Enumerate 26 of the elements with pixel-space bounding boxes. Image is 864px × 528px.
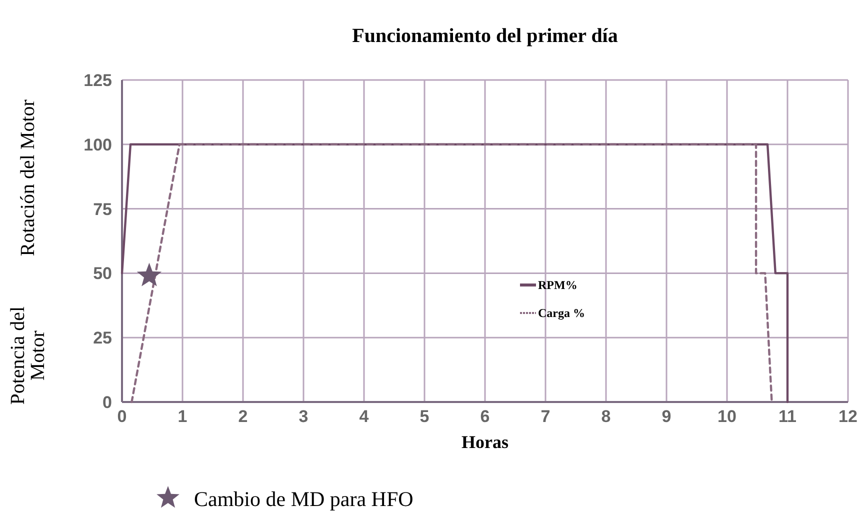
y-tick-label: 50 xyxy=(93,264,112,284)
y-tick-label: 25 xyxy=(93,328,112,348)
legend-label: RPM% xyxy=(538,278,578,292)
x-tick-label: 9 xyxy=(662,407,672,426)
x-tick-label: 3 xyxy=(298,407,308,426)
x-tick-label: 5 xyxy=(420,407,430,426)
x-tick-label: 2 xyxy=(238,407,248,426)
legend-label: Carga % xyxy=(538,306,585,320)
x-axis-title: Horas xyxy=(462,432,508,452)
x-tick-label: 1 xyxy=(178,407,188,426)
x-tick-label: 4 xyxy=(359,407,370,426)
chart-title: Funcionamiento del primer día xyxy=(352,25,618,47)
y-axis-title: Rotación del Motor xyxy=(17,99,39,256)
x-tick-label: 11 xyxy=(778,407,796,426)
y-tick-label: 0 xyxy=(102,393,112,412)
y-tick-label: 125 xyxy=(84,71,112,90)
x-tick-label: 12 xyxy=(838,407,858,426)
x-tick-label: 8 xyxy=(601,407,611,426)
legend-label: Cambio de MD para HFO xyxy=(194,487,414,511)
x-tick-label: 0 xyxy=(117,407,127,426)
y-tick-label: 100 xyxy=(84,135,112,154)
x-tick-label: 7 xyxy=(540,407,550,426)
y-tick-label: 75 xyxy=(93,200,112,219)
x-tick-label: 6 xyxy=(480,407,490,426)
text: Potencia del Motor xyxy=(7,306,49,405)
x-tick-label: 10 xyxy=(718,407,736,426)
